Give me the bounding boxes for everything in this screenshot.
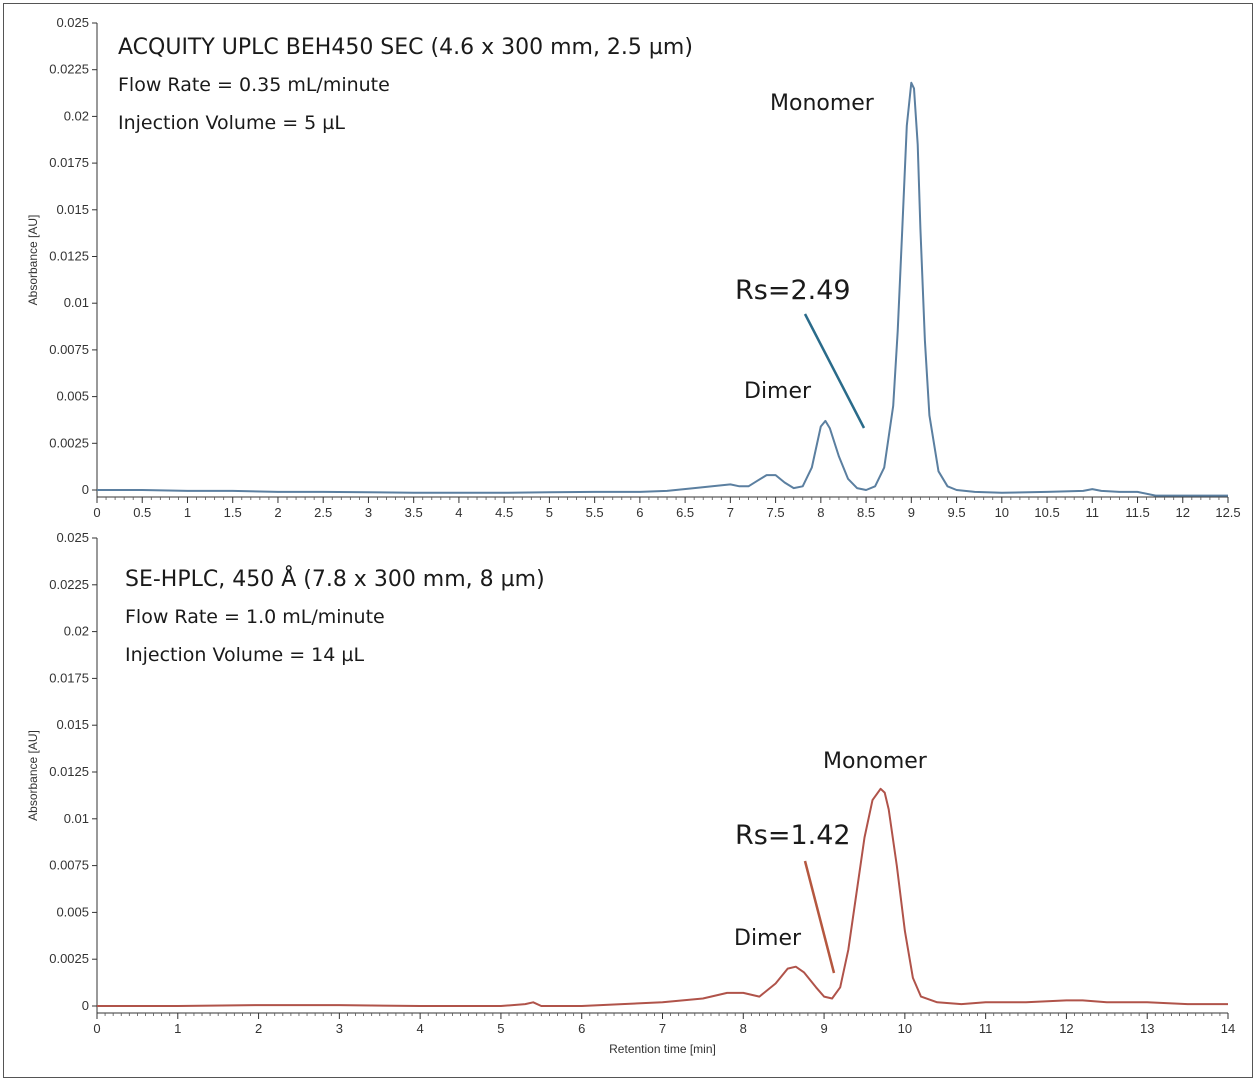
x-tick-label: 7: [659, 1021, 666, 1036]
method-info-line: Flow Rate = 1.0 mL/minute: [125, 606, 385, 628]
y-tick-label: 0.0175: [49, 155, 89, 170]
y-tick-label: 0.005: [56, 904, 89, 919]
chart-title: SE-HPLC, 450 Å (7.8 x 300 mm, 8 µm): [125, 565, 545, 592]
y-tick-label: 0.0125: [49, 249, 89, 264]
y-tick-label: 0.015: [56, 202, 89, 217]
monomer-peak-label: Monomer: [770, 91, 875, 116]
x-tick-label: 9: [908, 505, 915, 520]
x-tick-label: 4.5: [495, 505, 513, 520]
dimer-peak-label: Dimer: [734, 926, 802, 951]
resolution-label: Rs=1.42: [735, 820, 851, 851]
x-tick-label: 8: [740, 1021, 747, 1036]
resolution-label: Rs=2.49: [735, 275, 851, 306]
x-tick-label: 8: [817, 505, 824, 520]
y-tick-label: 0: [82, 998, 89, 1013]
resolution-pointer-line: [803, 313, 866, 429]
y-tick-label: 0.0175: [49, 670, 89, 685]
x-tick-label: 2: [274, 505, 281, 520]
y-tick-label: 0.0075: [49, 858, 89, 873]
y-tick-label: 0.025: [56, 15, 89, 30]
chart-panel-2: 0 0.0025 0.005 0.0075 0.01 0.0125 0.015 0.0175 0…: [26, 530, 1235, 1056]
y-tick-label: 0.01: [64, 811, 89, 826]
x-tick-label: 7.5: [767, 505, 785, 520]
x-tick-label: 10: [995, 505, 1009, 520]
y-tick-label: 0.01: [64, 295, 89, 310]
x-tick-label: 0.5: [133, 505, 151, 520]
x-tick-label: 1: [174, 1021, 181, 1036]
x-tick-label: 10.5: [1034, 505, 1059, 520]
x-tick-label: 12: [1059, 1021, 1073, 1036]
x-tick-label: 8.5: [857, 505, 875, 520]
x-tick-label: 3: [336, 1021, 343, 1036]
x-tick-label: 11: [1086, 505, 1100, 520]
chart-panel-1: 0 0.0025 0.005 0.0075 0.01 0.0125 0.015 0.0175 0…: [26, 15, 1241, 520]
x-axis-title: Retention time [min]: [609, 1042, 716, 1056]
x-tick-label: 9.5: [948, 505, 966, 520]
y-tick-label: 0.0125: [49, 764, 89, 779]
method-info-line: Flow Rate = 0.35 mL/minute: [118, 74, 390, 96]
y-tick-label: 0.0225: [49, 577, 89, 592]
x-tick-label: 11.5: [1125, 505, 1149, 520]
x-tick-label: 0: [93, 1021, 100, 1036]
monomer-peak-label: Monomer: [823, 749, 928, 774]
x-tick-label: 2.5: [314, 505, 332, 520]
y-tick-label: 0.0225: [49, 62, 89, 77]
y-tick-label: 0.025: [56, 530, 89, 545]
chromatogram-trace: [97, 787, 1228, 1007]
x-tick-label: 6.5: [676, 505, 694, 520]
x-tick-label: 6: [578, 1021, 585, 1036]
x-tick-label: 0: [93, 505, 100, 520]
y-tick-label: 0.0075: [49, 342, 89, 357]
method-info-line: Injection Volume = 14 µL: [125, 644, 364, 666]
figure-border: [3, 3, 1253, 1078]
x-tick-label: 7: [727, 505, 734, 520]
x-tick-label: 12: [1176, 505, 1190, 520]
y-tick-label: 0.02: [64, 624, 89, 639]
x-tick-label: 3.5: [405, 505, 423, 520]
x-tick-label: 12.5: [1215, 505, 1240, 520]
x-tick-label: 5.5: [586, 505, 604, 520]
x-tick-label: 4: [417, 1021, 424, 1036]
dimer-peak-label: Dimer: [744, 379, 812, 404]
x-tick-label: 5: [546, 505, 553, 520]
resolution-pointer-line: [803, 860, 836, 974]
y-axis-title: Absorbance [AU]: [26, 730, 40, 821]
y-tick-label: 0: [82, 482, 89, 497]
y-axis-title: Absorbance [AU]: [26, 215, 40, 306]
x-tick-label: 13: [1140, 1021, 1154, 1036]
x-tick-label: 1: [184, 505, 191, 520]
y-tick-label: 0.005: [56, 389, 89, 404]
x-tick-label: 5: [497, 1021, 504, 1036]
x-tick-label: 1.5: [224, 505, 242, 520]
chromatogram-trace: [97, 81, 1228, 497]
x-tick-label: 11: [979, 1021, 993, 1036]
y-tick-label: 0.0025: [49, 951, 89, 966]
x-tick-label: 10: [898, 1021, 912, 1036]
x-tick-label: 2: [255, 1021, 262, 1036]
y-tick-label: 0.015: [56, 717, 89, 732]
x-tick-label: 4: [455, 505, 462, 520]
method-info-line: Injection Volume = 5 µL: [118, 112, 345, 134]
x-tick-label: 6: [636, 505, 643, 520]
x-tick-label: 3: [365, 505, 372, 520]
chart-title: ACQUITY UPLC BEH450 SEC (4.6 x 300 mm, 2…: [118, 35, 693, 60]
y-tick-label: 0.0025: [49, 435, 89, 450]
x-tick-label: 14: [1221, 1021, 1235, 1036]
y-tick-label: 0.02: [64, 108, 89, 123]
x-tick-label: 9: [820, 1021, 827, 1036]
